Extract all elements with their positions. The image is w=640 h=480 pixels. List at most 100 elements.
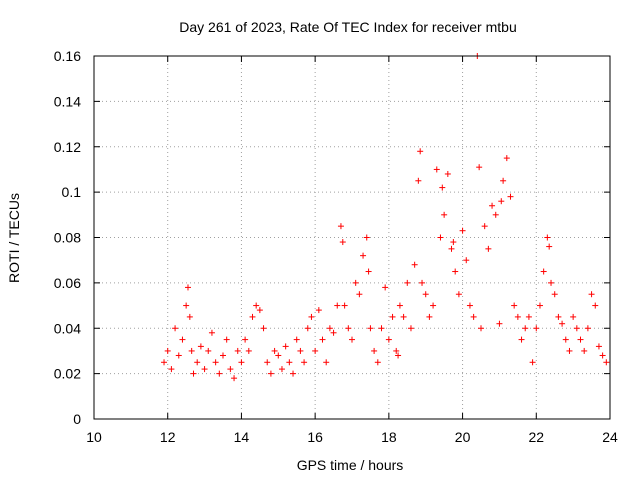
- x-tick-label: 24: [602, 429, 618, 445]
- data-point: [444, 170, 451, 177]
- data-point: [562, 336, 569, 343]
- data-point: [511, 302, 518, 309]
- data-point: [441, 211, 448, 218]
- data-point: [455, 291, 462, 298]
- data-point: [304, 325, 311, 332]
- data-point: [525, 313, 532, 320]
- data-point: [345, 325, 352, 332]
- y-tick-label: 0.04: [54, 320, 81, 336]
- data-point: [341, 302, 348, 309]
- data-point: [238, 359, 245, 366]
- x-tick-label: 10: [86, 429, 102, 445]
- x-tick-label: 12: [160, 429, 176, 445]
- data-point: [393, 347, 400, 354]
- data-point: [349, 336, 355, 343]
- data-point: [415, 177, 422, 184]
- data-point: [378, 325, 385, 332]
- data-point: [188, 347, 195, 354]
- data-point: [389, 313, 396, 320]
- x-tick-label: 14: [234, 429, 250, 445]
- data-point: [326, 325, 333, 332]
- data-point: [183, 302, 190, 309]
- data-point: [301, 359, 308, 366]
- data-point: [566, 347, 573, 354]
- y-tick-label: 0.08: [54, 230, 81, 246]
- data-point: [267, 370, 274, 377]
- data-point: [374, 359, 381, 366]
- data-point: [286, 359, 293, 366]
- data-point: [500, 177, 507, 184]
- y-tick-label: 0.12: [54, 139, 81, 155]
- data-point: [485, 245, 492, 252]
- data-point: [577, 336, 584, 343]
- data-point: [216, 370, 223, 377]
- data-point: [536, 302, 543, 309]
- data-point: [271, 347, 278, 354]
- data-point: [164, 347, 171, 354]
- data-point: [450, 239, 457, 246]
- data-point: [319, 336, 326, 343]
- data-point: [559, 320, 566, 327]
- x-ticks: 10 12 14 16 18 20 22 24: [86, 56, 618, 445]
- data-point: [422, 291, 429, 298]
- data-point: [540, 268, 547, 275]
- data-point: [365, 268, 372, 275]
- data-point: [352, 279, 359, 286]
- data-point: [555, 313, 562, 320]
- data-point: [439, 184, 446, 191]
- data-point: [245, 347, 252, 354]
- data-point: [573, 325, 580, 332]
- data-point: [478, 325, 484, 332]
- data-point: [476, 164, 483, 171]
- data-point: [242, 336, 249, 343]
- data-point: [367, 325, 374, 332]
- data-point: [551, 291, 558, 298]
- data-point: [334, 302, 341, 309]
- data-point: [400, 313, 407, 320]
- data-point: [212, 359, 219, 366]
- y-tick-label: 0.02: [54, 366, 81, 382]
- data-point: [481, 223, 488, 230]
- data-point: [426, 313, 433, 320]
- x-tick-label: 22: [528, 429, 544, 445]
- y-tick-label: 0.06: [54, 275, 81, 291]
- data-point: [253, 302, 260, 309]
- data-point: [297, 347, 304, 354]
- data-point: [592, 302, 599, 309]
- data-point: [363, 234, 370, 241]
- data-point: [184, 284, 191, 291]
- data-point: [492, 211, 499, 218]
- data-point: [514, 313, 521, 320]
- y-tick-label: 0: [73, 411, 81, 427]
- data-point: [186, 313, 193, 320]
- data-point: [315, 307, 322, 314]
- data-point: [168, 366, 175, 373]
- data-point: [437, 234, 444, 241]
- y-tick-label: 0.16: [54, 48, 81, 64]
- data-point: [522, 325, 529, 332]
- data-point: [496, 320, 503, 327]
- data-point: [382, 284, 389, 291]
- data-point: [599, 352, 606, 359]
- data-point: [371, 347, 378, 354]
- data-point: [330, 329, 337, 336]
- data-point: [489, 202, 496, 209]
- data-point: [197, 343, 204, 350]
- data-point: [360, 252, 367, 259]
- data-point: [395, 352, 402, 359]
- data-point: [407, 325, 414, 332]
- data-point: [404, 279, 411, 286]
- data-point: [337, 223, 344, 230]
- data-point: [507, 193, 514, 200]
- data-point: [194, 359, 201, 366]
- data-point: [584, 325, 591, 332]
- data-point: [208, 329, 215, 336]
- data-point: [603, 359, 610, 366]
- data-point: [356, 291, 363, 298]
- data-point: [323, 359, 330, 366]
- data-point: [452, 268, 459, 275]
- data-point: [275, 352, 282, 359]
- data-point: [588, 291, 595, 298]
- data-point: [470, 313, 477, 320]
